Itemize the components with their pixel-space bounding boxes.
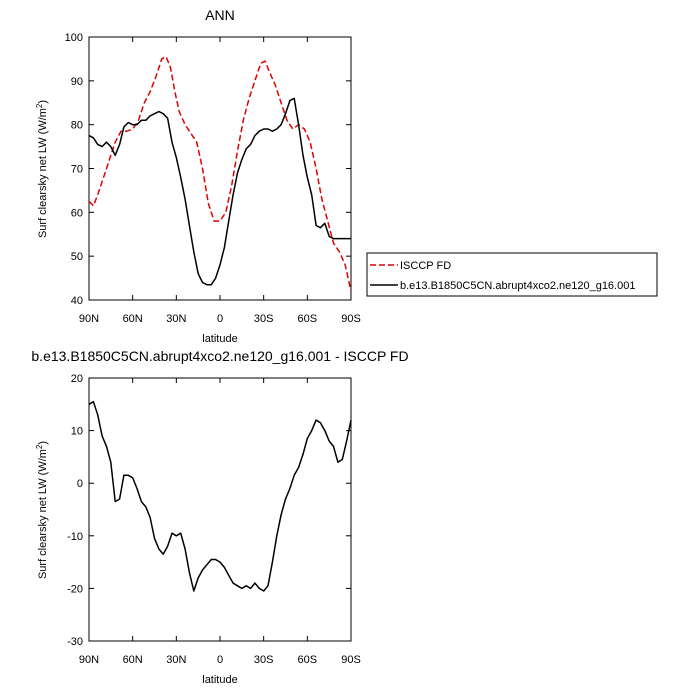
top-x-tick-label: 90N [79, 313, 99, 325]
bottom-y-tick-label: 20 [71, 373, 83, 385]
top-panel-title: ANN [205, 7, 235, 23]
top-y-axis-title: Surf clearsky net LW (W/m2) [35, 100, 49, 238]
bottom-x-tick-label: 90S [341, 654, 361, 666]
bottom-series-line-0 [88, 400, 352, 592]
bottom-y-tick-label: -20 [67, 583, 83, 595]
bottom-y-tick-label: -30 [67, 636, 83, 648]
top-series-line-1 [88, 97, 351, 286]
legend-label-model: b.e13.B1850C5CN.abrupt4xco2.ne120_g16.00… [400, 280, 635, 292]
bottom-y-axis-title: Surf clearsky net LW (W/m2) [35, 441, 49, 579]
bottom-panel: b.e13.B1850C5CN.abrupt4xco2.ne120_g16.00… [31, 348, 408, 686]
top-y-tick-label: 90 [71, 76, 83, 88]
top-x-tick-label: 30N [166, 313, 186, 325]
top-x-tick-label: 90S [341, 313, 361, 325]
top-y-tick-label: 100 [65, 32, 83, 44]
bottom-x-tick-label: 30S [254, 654, 274, 666]
top-x-ticks: 90N 60N 30N 0 30S 60S 90S [79, 37, 361, 325]
top-plot-frame [88, 36, 352, 301]
top-y-tick-label: 40 [71, 295, 83, 307]
bottom-y-tick-label: 0 [77, 478, 83, 490]
bottom-series-lines [88, 400, 352, 592]
bottom-plot-frame [88, 377, 352, 642]
bottom-x-tick-label: 30N [166, 654, 186, 666]
top-x-axis-title: latitude [202, 333, 237, 345]
bottom-x-ticks: 90N 60N 30N 0 30S 60S 90S [79, 378, 361, 666]
bottom-panel-title: b.e13.B1850C5CN.abrupt4xco2.ne120_g16.00… [31, 348, 408, 364]
bottom-y-tick-label: -10 [67, 531, 83, 543]
top-x-tick-label: 60S [298, 313, 318, 325]
bottom-y-ticks: -30 -20 -10 0 10 20 [67, 373, 351, 648]
top-x-tick-label: 0 [217, 313, 223, 325]
bottom-x-tick-label: 90N [79, 654, 99, 666]
bottom-x-tick-label: 0 [217, 654, 223, 666]
legend: ISCCP FD b.e13.B1850C5CN.abrupt4xco2.ne1… [366, 252, 658, 297]
top-y-tick-label: 80 [71, 120, 83, 132]
top-series-lines [88, 55, 352, 292]
top-y-tick-label: 60 [71, 207, 83, 219]
top-series-line-0 [88, 55, 352, 292]
bottom-x-tick-label: 60N [123, 654, 143, 666]
top-y-tick-label: 50 [71, 251, 83, 263]
top-y-tick-label: 70 [71, 164, 83, 176]
legend-label-isccp: ISCCP FD [400, 260, 451, 272]
top-x-tick-label: 60N [123, 313, 143, 325]
legend-box [366, 252, 658, 297]
bottom-x-axis-title: latitude [202, 674, 237, 686]
bottom-x-tick-label: 60S [298, 654, 318, 666]
top-y-ticks: 40 50 60 70 80 90 100 [65, 32, 351, 307]
top-x-tick-label: 30S [254, 313, 274, 325]
bottom-y-tick-label: 10 [71, 426, 83, 438]
